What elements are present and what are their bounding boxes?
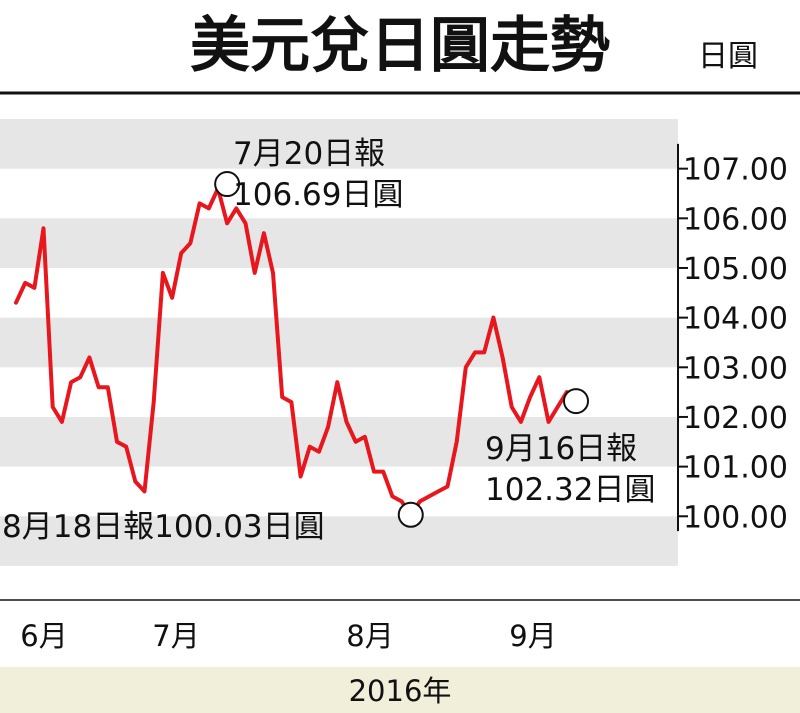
y-axis: 107.00 106.00 105.00 104.00 103.00 102.00 101.…	[677, 143, 788, 535]
year-footer	[0, 667, 800, 713]
annotation-sep16-line1: 9月16日報	[485, 431, 637, 467]
annotation-sep16-line2: 102.32日圓	[485, 472, 655, 508]
unit-label: 日圓	[698, 39, 758, 74]
y-tick-label: 104.00	[683, 302, 788, 337]
chart-title: 美元兌日圓走勢	[190, 11, 610, 81]
month-label-jun: 6月	[20, 619, 67, 653]
month-label-sep: 9月	[509, 619, 556, 653]
annotation-aug18: 8月18日報100.03日圓	[2, 509, 325, 545]
grid-band	[0, 218, 678, 268]
year-label: 2016年	[349, 674, 452, 708]
y-tick-label: 100.00	[683, 500, 788, 535]
grid-band	[0, 317, 678, 368]
y-tick-label: 103.00	[683, 351, 788, 386]
annotation-marker	[214, 171, 241, 198]
y-tick-label: 105.00	[683, 252, 788, 287]
annotation-markers	[214, 171, 589, 528]
y-tick-label: 102.00	[683, 401, 788, 436]
month-label-jul: 7月	[152, 619, 199, 653]
series-line	[14, 186, 578, 517]
grid-band	[0, 516, 678, 566]
annotation-jul20-line2: 106.69日圓	[233, 177, 403, 213]
annotation-jul20-line1: 7月20日報	[233, 136, 385, 172]
annotation-marker	[563, 388, 589, 415]
y-tick-label: 106.00	[683, 202, 788, 237]
annotation-marker	[397, 501, 424, 528]
series-layer	[14, 186, 578, 517]
y-tick-label: 107.00	[683, 153, 788, 188]
y-tick-label: 101.00	[683, 451, 788, 486]
grid-band	[0, 119, 678, 169]
month-label-aug: 8月	[346, 619, 393, 653]
